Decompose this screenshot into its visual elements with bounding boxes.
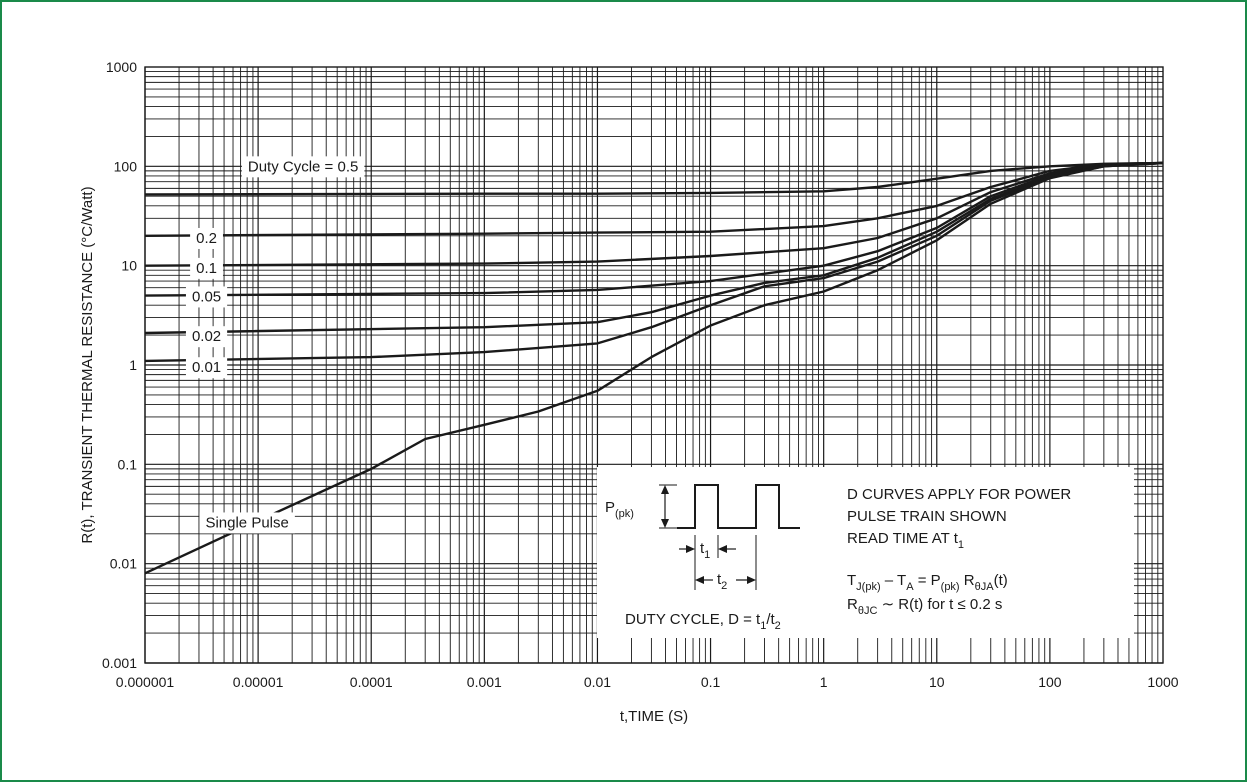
x-tick-label: 0.01 <box>584 674 611 690</box>
series-label: 0.2 <box>196 230 217 247</box>
t1-arrow-right-head <box>718 545 727 553</box>
x-axis-label: t,TIME (S) <box>620 708 688 725</box>
note-line-1: D CURVES APPLY FOR POWER <box>847 486 1071 503</box>
t2-label: t2 <box>717 571 727 592</box>
series-label: 0.01 <box>192 359 221 376</box>
x-tick-label: 100 <box>1038 674 1062 690</box>
x-tick-labels: 0.000001 0.00001 0.0001 0.001 0.01 0.1 1 10 100 1… <box>116 674 1179 690</box>
t2-arrow-left-head <box>695 576 704 584</box>
y-tick-label: 0.01 <box>110 556 137 572</box>
x-tick-label: 0.1 <box>701 674 721 690</box>
junction-temperature-equation: TJ(pk) – TA = P(pk) RθJA(t) <box>847 572 1008 593</box>
y-tick-label: 0.001 <box>102 655 137 671</box>
y-tick-label: 100 <box>114 158 138 174</box>
curve-duty-cycle-0-5 <box>144 161 1164 196</box>
rthjc-approximation: RθJC ∼ R(t) for t ≤ 0.2 s <box>847 596 1002 617</box>
x-tick-label: 0.001 <box>467 674 502 690</box>
y-tick-label: 10 <box>121 258 137 274</box>
series-label-background <box>185 286 228 308</box>
y-tick-label: 0.1 <box>118 456 138 472</box>
t1-arrow-left-head <box>686 545 695 553</box>
curve-0-2 <box>144 161 1164 237</box>
ppk-label: P(pk) <box>605 499 634 520</box>
x-tick-label: 0.00001 <box>233 674 284 690</box>
series-label-background <box>241 156 365 178</box>
series-label-background <box>190 227 223 249</box>
x-tick-label: 1 <box>820 674 828 690</box>
series-label: 0.05 <box>192 288 221 305</box>
duty-cycle-formula: DUTY CYCLE, D = t1/t2 <box>625 611 781 632</box>
y-axis-label: R(t), TRANSIENT THERMAL RESISTANCE (°C/W… <box>79 186 96 543</box>
ppk-arrow-down <box>661 519 669 528</box>
t1-label: t1 <box>700 540 710 561</box>
series-label: 0.1 <box>196 260 217 277</box>
x-tick-label: 0.000001 <box>116 674 175 690</box>
x-tick-label: 10 <box>929 674 945 690</box>
curve-single-pulse <box>144 161 1164 575</box>
curves <box>144 161 1164 575</box>
plot-area-border <box>144 66 1164 664</box>
x-tick-label: 1000 <box>1147 674 1178 690</box>
series-label-background <box>190 257 223 279</box>
y-tick-label: 1 <box>129 357 137 373</box>
note-line-2: PULSE TRAIN SHOWN <box>847 508 1007 525</box>
pulse-train-waveform <box>677 484 800 529</box>
series-label: Single Pulse <box>205 514 288 531</box>
y-tick-label: 1000 <box>106 59 137 75</box>
x-tick-label: 0.0001 <box>350 674 393 690</box>
curve-0-01 <box>144 161 1164 363</box>
note-line-3: READ TIME AT t1 <box>847 530 964 551</box>
series-label: Duty Cycle = 0.5 <box>248 158 358 175</box>
ppk-arrow-up <box>661 485 669 494</box>
series-label-background <box>185 326 228 348</box>
series-label: 0.02 <box>192 328 221 345</box>
series-label-background <box>199 512 295 534</box>
series-label-background <box>185 357 228 379</box>
curve-0-1 <box>144 161 1164 267</box>
duty-cycle-inset: P(pk) t1 t2 DUTY CYCLE, D = t1/t2 D CURV… <box>597 467 1134 638</box>
t2-arrow-right-head <box>747 576 756 584</box>
series-labels: Duty Cycle = 0.5 0.2 0.1 0.05 0.02 0.01 Single… <box>185 156 365 534</box>
y-tick-labels: 0.001 0.01 0.1 1 10 100 1000 <box>102 59 137 671</box>
